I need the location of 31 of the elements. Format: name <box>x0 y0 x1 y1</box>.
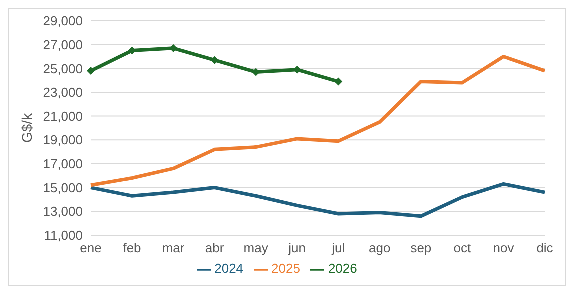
x-tick-label: jul <box>331 240 346 256</box>
legend-label: 2024 <box>214 261 244 276</box>
x-tick-label: dic <box>536 240 554 256</box>
y-tick-label: 29,000 <box>43 14 83 29</box>
legend-label: 2025 <box>272 261 300 276</box>
x-tick-label: ene <box>80 240 102 256</box>
x-tick-label: nov <box>493 240 515 256</box>
y-tick-label: 15,000 <box>43 180 83 196</box>
y-tick-label: 17,000 <box>43 156 83 172</box>
y-tick-label: 25,000 <box>43 61 83 76</box>
y-tick-label: 21,000 <box>43 108 83 124</box>
y-tick-label: 19,000 <box>43 132 83 148</box>
y-tick-label: 23,000 <box>43 85 83 100</box>
x-tick-label: oct <box>454 240 472 256</box>
y-tick-label: 27,000 <box>43 37 83 52</box>
x-tick-label: feb <box>123 240 142 256</box>
x-tick-label: may <box>244 240 269 256</box>
legend-label: 2026 <box>328 261 358 276</box>
line-series <box>89 182 547 218</box>
point <box>87 67 95 76</box>
point <box>210 56 219 64</box>
x-tick-label: mar <box>162 240 186 256</box>
x-tick-label: jun <box>288 240 306 256</box>
y-tick-label: 11,000 <box>44 228 83 244</box>
y-axis-title: G$/k <box>18 112 35 144</box>
point <box>334 78 343 86</box>
y-tick-label: 13,000 <box>43 204 83 220</box>
x-tick-label: abr <box>205 240 225 256</box>
x-tick-label: sep <box>410 240 432 256</box>
x-tick-label: ago <box>369 240 391 256</box>
line-series <box>89 54 547 188</box>
